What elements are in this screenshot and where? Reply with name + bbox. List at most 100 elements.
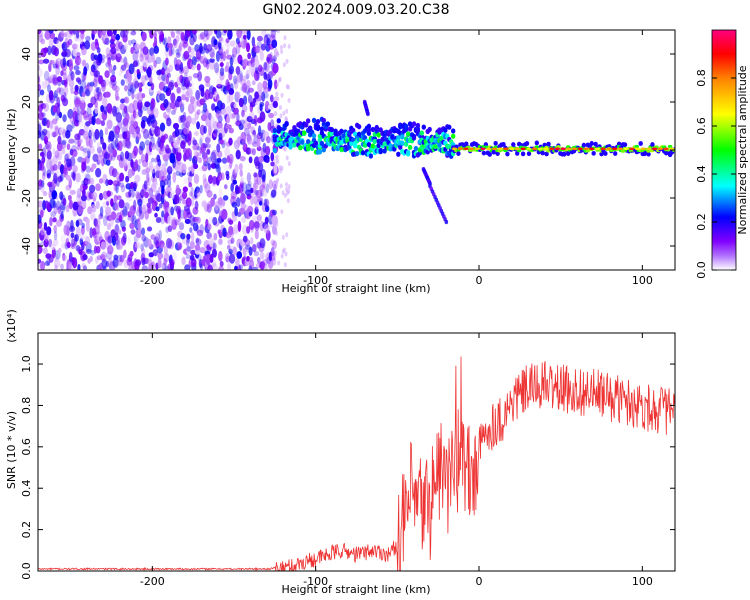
- heatmap-cell: [411, 135, 417, 141]
- heatmap-cell: [71, 149, 78, 158]
- heatmap-cell: [120, 184, 126, 193]
- heatmap-cell: [274, 79, 278, 90]
- heatmap-cell: [151, 142, 156, 151]
- heatmap-cell: [272, 240, 278, 250]
- heatmap-cell: [238, 264, 243, 270]
- heatmap-cell: [106, 200, 110, 206]
- heatmap-cell: [281, 190, 285, 196]
- heatmap-cell: [622, 142, 628, 148]
- heatmap-cell: [155, 56, 162, 65]
- heatmap-cell: [215, 127, 220, 137]
- heatmap-cell: [149, 75, 153, 85]
- heatmap-cell: [44, 30, 51, 40]
- heatmap-cell: [79, 233, 86, 240]
- heatmap-cell: [174, 193, 180, 205]
- colorbar-ticks: 0.0 0.2 0.4 0.6 0.8: [695, 69, 736, 279]
- heatmap-cell: [85, 217, 90, 225]
- heatmap-cell: [230, 182, 234, 192]
- heatmap-cell: [603, 151, 608, 156]
- heatmap-cell: [611, 147, 618, 151]
- heatmap-cell: [81, 222, 85, 229]
- heatmap-cell: [219, 52, 224, 60]
- heatmap-cell: [125, 175, 130, 183]
- heatmap-cell: [190, 196, 195, 207]
- heatmap-cell: [79, 145, 84, 151]
- heatmap-cell: [163, 36, 168, 48]
- heatmap-cell: [646, 151, 651, 157]
- heatmap-cell: [456, 151, 461, 157]
- heatmap-cell: [212, 120, 219, 130]
- heatmap-cell: [252, 215, 258, 222]
- heatmap-cell: [150, 136, 155, 148]
- heatmap-cell: [524, 141, 530, 146]
- heatmap-cell: [38, 158, 41, 165]
- heatmap-cell: [227, 30, 233, 40]
- heatmap-cell: [46, 119, 51, 129]
- heatmap-cell: [52, 148, 56, 155]
- heatmap-cell: [269, 119, 275, 129]
- heatmap-cell: [122, 30, 129, 39]
- heatmap-cell: [133, 145, 138, 157]
- heatmap-cell: [129, 222, 135, 230]
- heatmap-cell: [275, 82, 279, 88]
- heatmap-cell: [600, 147, 606, 151]
- heatmap-cell: [64, 48, 71, 58]
- heatmap-cell: [199, 98, 205, 106]
- heatmap-cell: [169, 152, 176, 164]
- heatmap-cell: [110, 47, 117, 55]
- heatmap-cell: [613, 151, 618, 156]
- heatmap-cell: [66, 143, 71, 151]
- heatmap-cell: [260, 43, 267, 51]
- heatmap-cell: [259, 238, 266, 249]
- heatmap-cell: [162, 154, 169, 162]
- heatmap-cell: [241, 224, 248, 235]
- heatmap-cell: [215, 93, 220, 104]
- heatmap-cell: [216, 157, 222, 163]
- heatmap-cell: [175, 52, 181, 58]
- heatmap-cell: [137, 198, 143, 207]
- heatmap-cell: [55, 194, 59, 201]
- x-tick-label: -100: [303, 274, 328, 287]
- heatmap-cell: [286, 198, 290, 204]
- heatmap-cell: [113, 254, 119, 260]
- heatmap-cell: [42, 58, 50, 64]
- heatmap-cell: [243, 119, 248, 130]
- heatmap-cell: [252, 129, 257, 136]
- heatmap-cell: [272, 100, 278, 109]
- heatmap-cell: [166, 178, 172, 188]
- heatmap-cell: [354, 150, 360, 157]
- heatmap-cell: [69, 156, 76, 167]
- heatmap-cell: [224, 146, 230, 158]
- heatmap-cell: [186, 58, 194, 70]
- heatmap-cell: [209, 57, 215, 63]
- heatmap-cell: [276, 118, 281, 124]
- heatmap-cell: [68, 199, 73, 210]
- heatmap-cell: [174, 219, 180, 226]
- heatmap-cell: [186, 87, 193, 99]
- heatmap-cell: [319, 140, 325, 147]
- heatmap-cell: [247, 122, 252, 130]
- heatmap-cell: [254, 200, 260, 210]
- heatmap-cell: [88, 129, 92, 140]
- heatmap-cell: [56, 87, 62, 93]
- heatmap-cell: [279, 113, 283, 119]
- heatmap-cell: [273, 164, 278, 174]
- heatmap-cell: [209, 116, 215, 123]
- heatmap-cell: [69, 70, 73, 76]
- heatmap-cell: [53, 224, 57, 234]
- heatmap-cell: [134, 43, 141, 51]
- heatmap-cell: [122, 206, 128, 216]
- heatmap-cell: [380, 136, 385, 142]
- heatmap-cell: [192, 139, 198, 146]
- heatmap-cell: [219, 67, 225, 77]
- heatmap-cell: [48, 30, 54, 34]
- heatmap-cell: [235, 66, 241, 75]
- heatmap-cell: [226, 41, 231, 52]
- heatmap-cell: [186, 208, 191, 215]
- heatmap-cell: [280, 209, 284, 215]
- heatmap-cell: [514, 147, 520, 151]
- heatmap-cell: [183, 177, 190, 185]
- heatmap-cell: [68, 251, 73, 263]
- heatmap-cell: [258, 47, 262, 55]
- heatmap-cell: [200, 142, 207, 153]
